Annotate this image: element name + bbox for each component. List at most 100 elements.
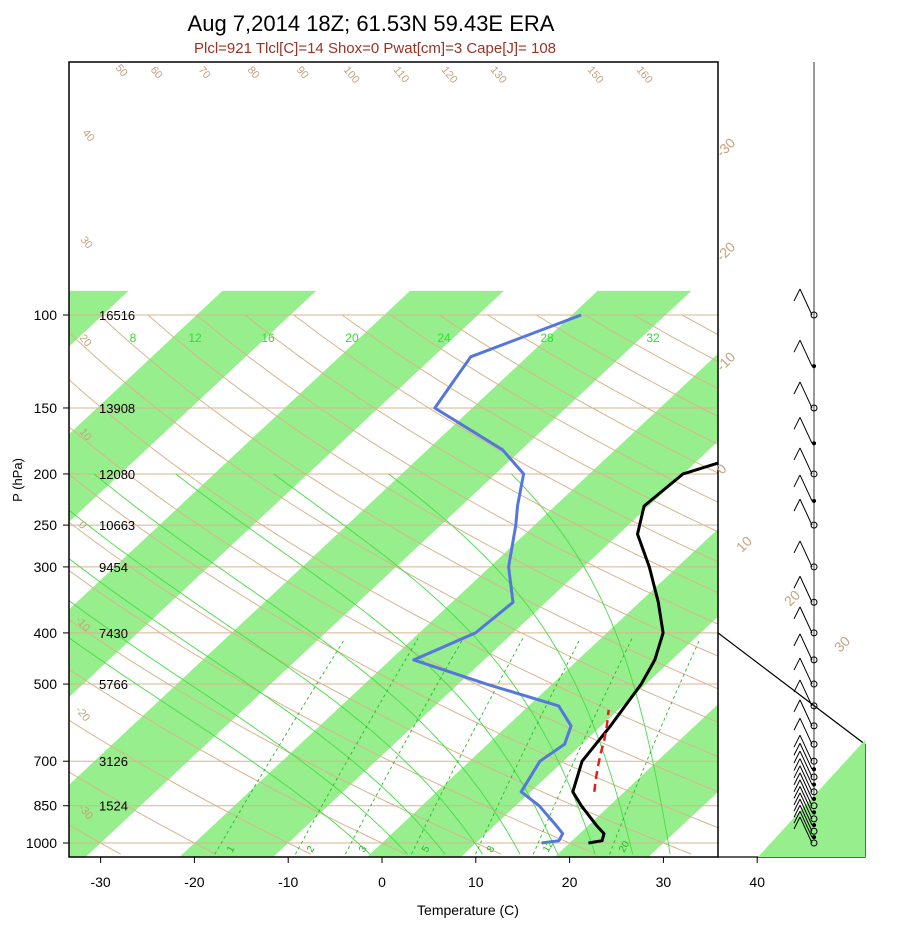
y-tick-label: 300: [34, 559, 58, 575]
wind-station-dot: [811, 796, 817, 801]
wind-barb: [799, 498, 813, 526]
height-label: 12080: [99, 467, 135, 482]
wind-barb: [799, 750, 813, 778]
wind-barb: [799, 417, 813, 444]
y-tick-label: 1000: [26, 835, 57, 851]
dry-adiabat: [69, 473, 718, 829]
wind-barb: [799, 474, 813, 502]
wind-barb: [799, 288, 813, 316]
y-tick-label: 200: [34, 466, 58, 482]
theta-e-label: 28: [540, 331, 554, 345]
wind-barb: [799, 606, 813, 634]
wind-station-dot: [810, 827, 818, 835]
mixing-ratio-label: 5: [420, 844, 433, 855]
wind-station-dot: [810, 722, 818, 730]
wind-barb: [799, 810, 813, 838]
mixing-ratio-line: [532, 638, 633, 855]
wind-station-dot: [810, 629, 818, 637]
dry-adiabat: [69, 426, 718, 793]
wind-barb-flag: [793, 657, 801, 671]
y-tick-label: 400: [34, 625, 58, 641]
wind-station-dot: [811, 835, 817, 840]
theta-e-label: 12: [188, 331, 202, 345]
dry-adiabat: [244, 314, 718, 594]
x-tick-label: -10: [278, 874, 298, 890]
theta-label: 160: [634, 64, 655, 86]
wind-station-dot: [811, 782, 817, 787]
theta-label: -20: [73, 704, 92, 724]
plot-frame: [68, 61, 719, 858]
wind-barb: [799, 633, 813, 661]
wind-station-dot: [810, 802, 818, 810]
chart-subtitle: Plcl=921 Tlcl[C]=14 Shox=0 Pwat[cm]=3 Ca…: [194, 40, 556, 57]
isotherm-band: [554, 704, 718, 857]
moist-adiabat: [69, 637, 371, 855]
wind-barb: [799, 743, 813, 770]
dry-adiabat: [99, 314, 718, 690]
wind-barb-flag: [793, 417, 801, 430]
wind-station-dot: [810, 740, 818, 748]
chart-title: Aug 7,2014 18Z; 61.53N 59.43E ERA: [188, 11, 555, 36]
height-label: 10663: [99, 518, 135, 533]
isotherm-label: 0: [713, 460, 730, 477]
y-tick-label: 700: [34, 753, 58, 769]
wind-barb: [799, 447, 813, 475]
wind-station-dot: [811, 498, 817, 504]
wind-station-dot: [810, 839, 818, 847]
mixing-ratio-line: [475, 638, 581, 855]
moist-adiabat: [93, 473, 521, 855]
wind-barb-flag: [793, 381, 801, 395]
wind-barb-flag: [793, 734, 801, 748]
isotherm-band: [69, 290, 692, 857]
mixing-ratio-label: 3: [357, 844, 370, 855]
wind-barb: [799, 381, 813, 409]
mixing-ratio-label: 1: [225, 844, 238, 855]
wind-barb: [799, 718, 813, 745]
theta-e-label: 32: [646, 331, 660, 345]
wind-barb-flag: [793, 576, 801, 589]
x-tick-label: 40: [749, 874, 765, 890]
wind-barb-flag: [793, 699, 801, 713]
wind-barb: [799, 657, 813, 685]
pressure-gridlines: [69, 314, 718, 844]
mixing-ratio-line: [295, 638, 419, 855]
profiles: [412, 313, 718, 845]
wind-barb-flag: [793, 758, 801, 771]
dry-adiabat: [69, 331, 718, 723]
dry-adiabats: [69, 314, 718, 855]
wind-barb-flag: [793, 810, 801, 824]
theta-label: 110: [391, 64, 411, 85]
moist-adiabat: [273, 473, 596, 855]
y-tick-label: 850: [34, 798, 58, 814]
theta-e-label: 24: [437, 331, 451, 345]
wind-barb: [799, 339, 813, 367]
x-tick-label: 30: [656, 874, 672, 890]
wind-panel: [717, 62, 866, 858]
dry-adiabat: [147, 314, 718, 657]
dry-adiabat: [69, 378, 718, 758]
moist-adiabat: [69, 509, 483, 855]
moist-adiabats: [69, 473, 671, 855]
wind-barb: [799, 805, 813, 832]
wind-station-dot: [811, 823, 817, 828]
wind-barb-flag: [793, 633, 801, 647]
wind-barb-flag: [793, 679, 801, 693]
theta-e-label: 20: [345, 331, 359, 345]
wind-barb-flag: [793, 339, 801, 353]
dry-adiabat: [69, 771, 217, 855]
mixing-ratio-label: 2: [305, 844, 318, 855]
theta-label: 80: [245, 64, 262, 81]
moist-adiabat: [388, 473, 634, 855]
y-tick-label: 150: [34, 400, 58, 416]
wind-barb-flag: [793, 540, 801, 554]
height-label: 13908: [99, 401, 135, 416]
wind-barb-flag: [793, 779, 801, 792]
dry-adiabat: [69, 618, 502, 855]
wind-barb: [799, 772, 813, 800]
height-label: 5766: [99, 677, 128, 692]
wind-barb-flag: [793, 750, 801, 764]
height-label: 1524: [99, 799, 128, 814]
wind-barb: [799, 786, 813, 813]
isotherm-label: -20: [713, 238, 739, 264]
